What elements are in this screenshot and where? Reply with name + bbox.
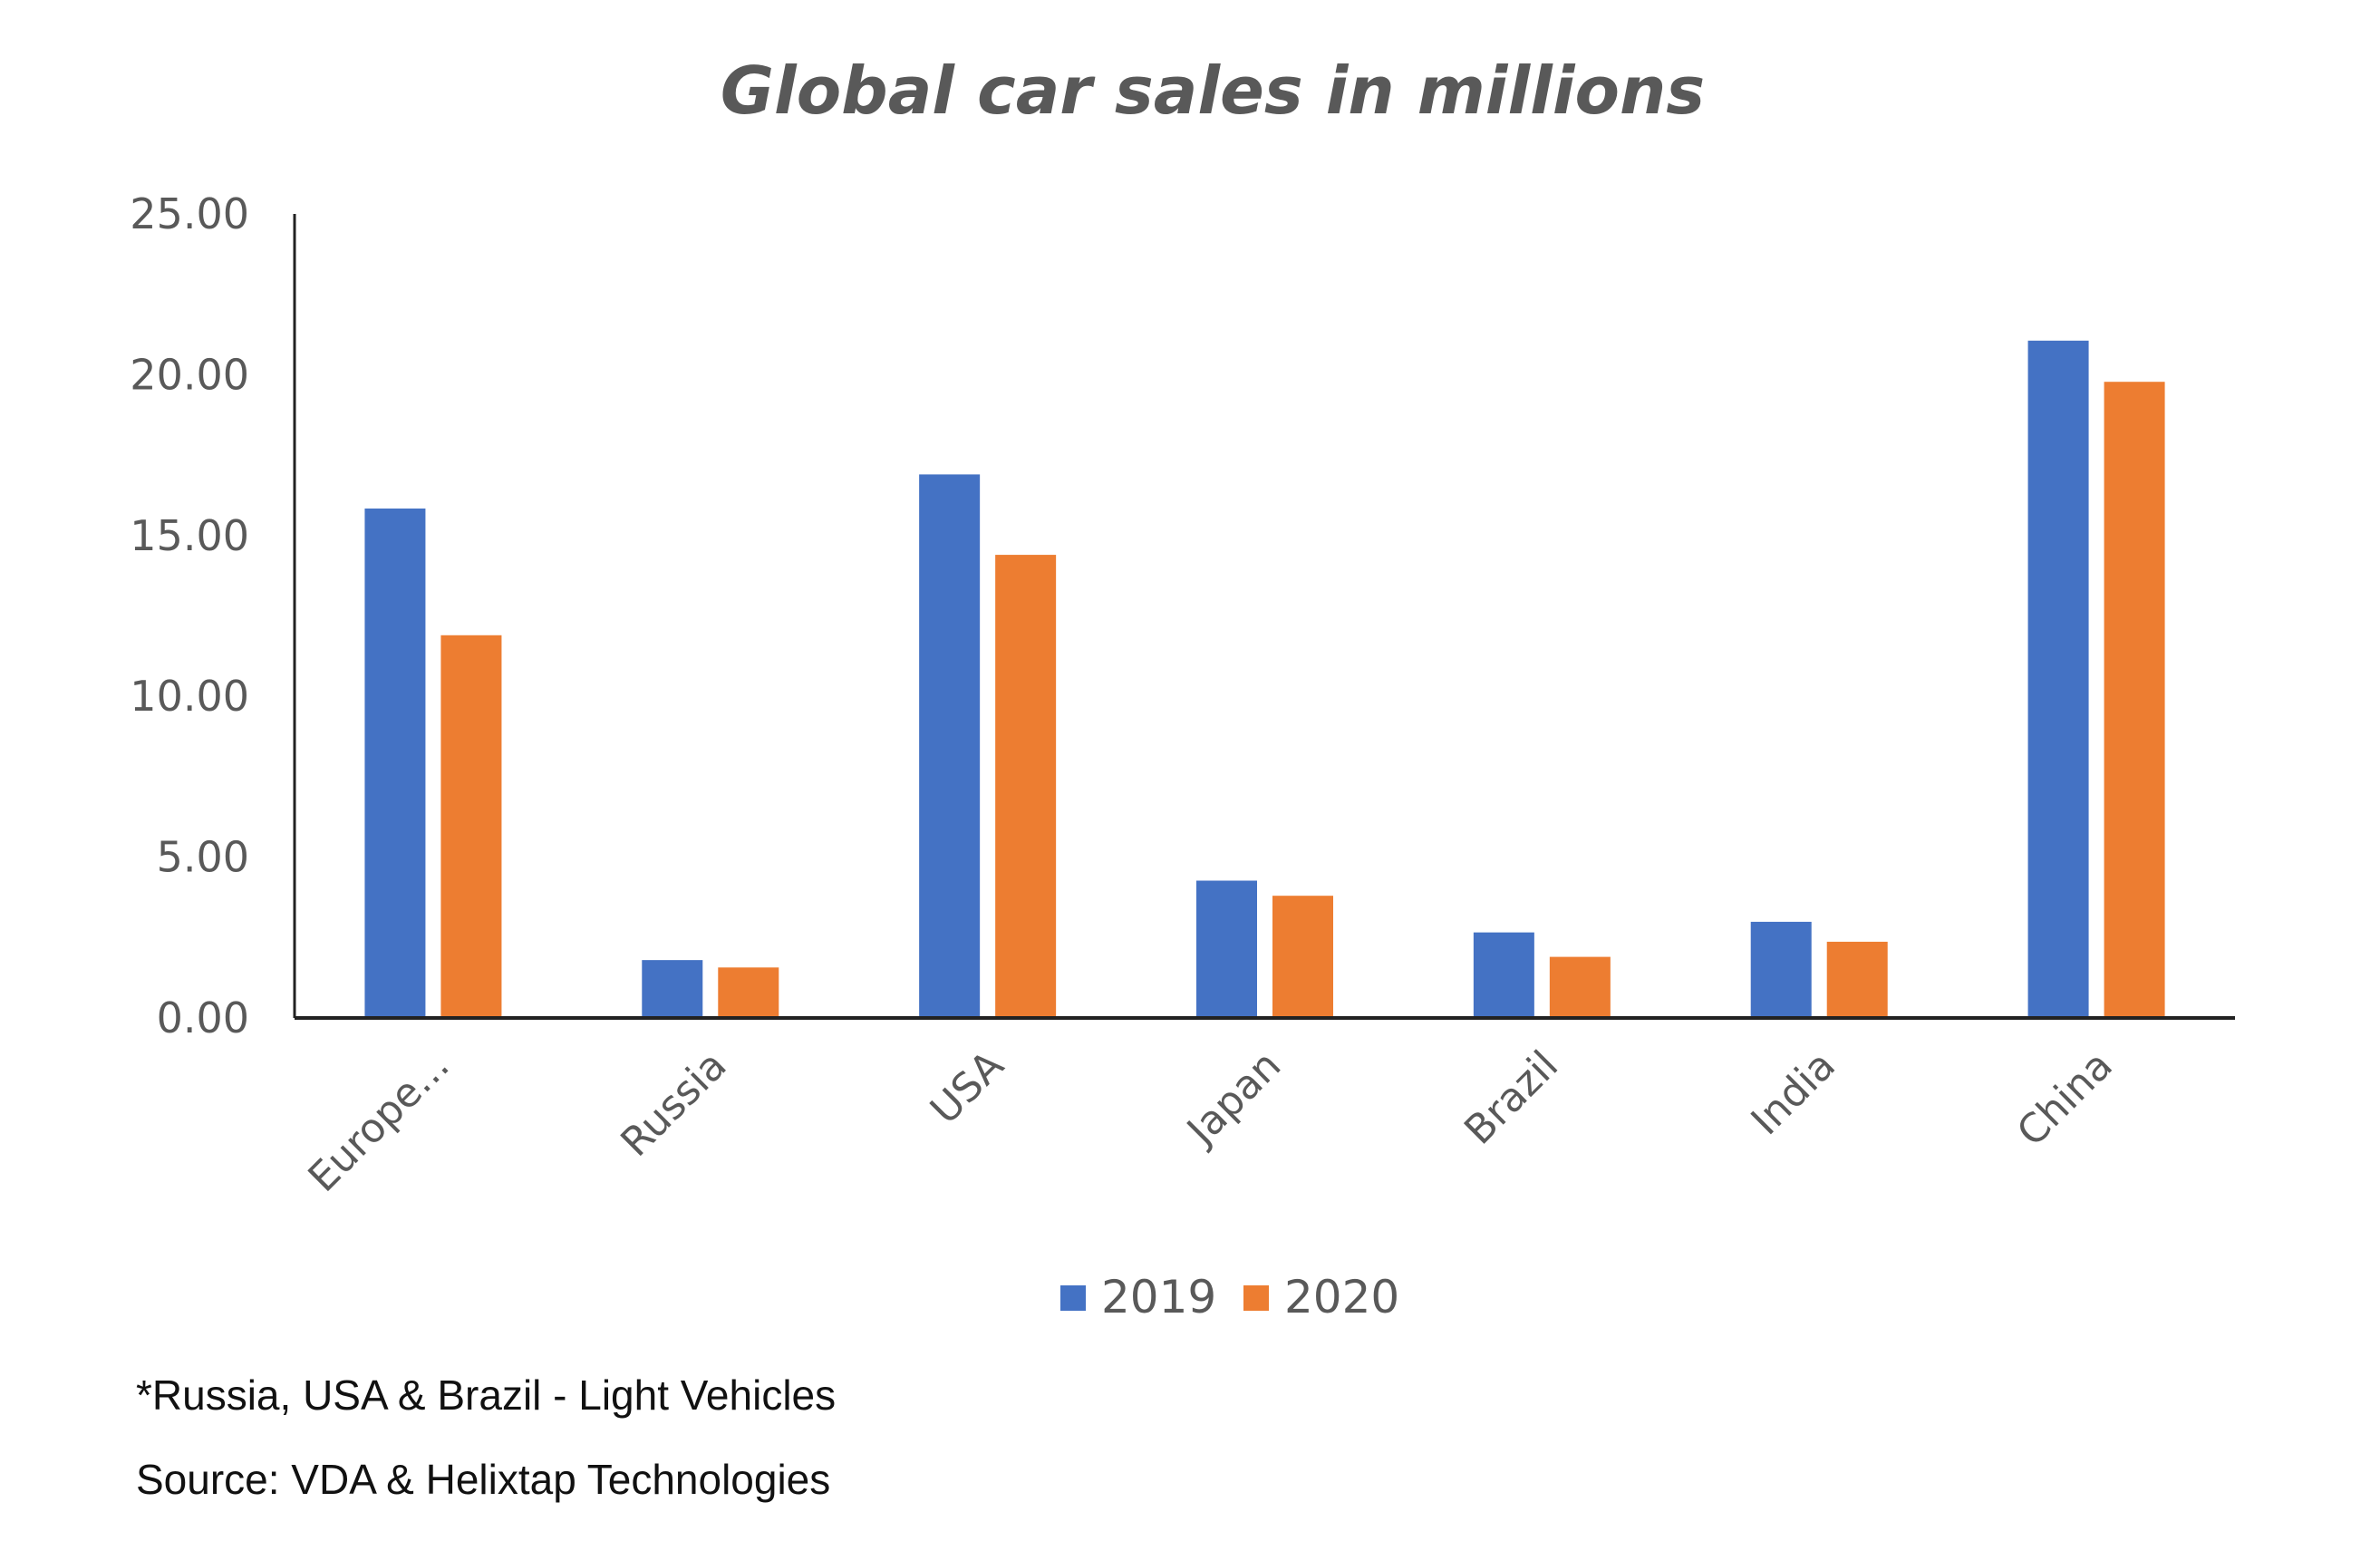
y-tick-label: 25.00 [130, 189, 249, 238]
legend-label-2019: 2019 [1101, 1271, 1216, 1323]
bar-2020-europe [440, 635, 502, 1018]
bar-2019-japan [1196, 880, 1257, 1018]
bar-2019-brazil [1473, 932, 1534, 1018]
bar-2019-usa [919, 474, 981, 1018]
x-tick-label: Brazil [1456, 1042, 1567, 1154]
legend-swatch-2019 [1060, 1285, 1086, 1311]
bar-2020-usa [995, 555, 1057, 1018]
y-tick-label: 5.00 [157, 833, 249, 882]
y-tick-label: 10.00 [130, 672, 249, 721]
bar-2020-china [2104, 382, 2165, 1019]
y-tick-label: 15.00 [130, 511, 249, 560]
source-note: Source: VDA & Helixtap Technologies [136, 1456, 831, 1503]
legend-label-2020: 2020 [1284, 1271, 1399, 1323]
bar-2020-japan [1272, 896, 1333, 1018]
y-tick-label: 0.00 [157, 993, 249, 1042]
x-tick-label: Japan [1176, 1042, 1290, 1156]
x-tick-label: China [2008, 1042, 2122, 1156]
chart-title: Global car sales in millions [721, 53, 1705, 129]
x-tick-label: USA [922, 1042, 1012, 1133]
bar-2020-brazil [1549, 956, 1611, 1018]
bar-2019-india [1750, 921, 1812, 1018]
bar-2019-europe [364, 508, 426, 1018]
x-tick-label: India [1743, 1042, 1844, 1144]
bar-2020-india [1826, 941, 1888, 1018]
bar-chart: Global car sales in millions 0.00 5.00 10.0… [130, 53, 2235, 1323]
bar-2019-china [2027, 340, 2089, 1018]
y-tick-label: 20.00 [130, 350, 249, 399]
bar-2019-russia [642, 960, 703, 1018]
bar-2020-russia [718, 967, 779, 1018]
footnote: *Russia, USA & Brazil - Light Vehicles [136, 1371, 837, 1419]
x-tick-label: Russia [612, 1042, 735, 1166]
x-tick-label: Europe... [300, 1042, 459, 1201]
legend-swatch-2020 [1243, 1285, 1269, 1311]
